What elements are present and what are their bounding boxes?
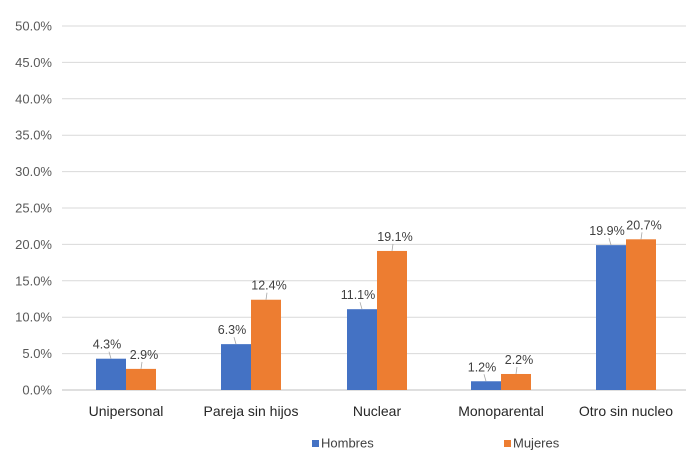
y-tick-label: 50.0%	[15, 19, 52, 34]
bar-hombres-3	[471, 381, 501, 390]
bar-hombres-2	[347, 309, 377, 390]
y-tick-label: 15.0%	[15, 273, 52, 288]
y-tick-label: 0.0%	[22, 383, 52, 398]
legend-label-hombres: Hombres	[321, 436, 374, 451]
bars	[96, 239, 656, 390]
y-axis-tick-labels: 0.0% 5.0% 10.0% 15.0% 20.0% 25.0% 30.0% 35.0% 40…	[15, 19, 52, 398]
bar-mujeres-3	[501, 373, 531, 390]
label-leader-line	[515, 366, 518, 375]
data-label-hombres-0: 4.3%	[93, 338, 122, 352]
y-tick-label: 5.0%	[22, 346, 52, 361]
label-leader-line	[359, 302, 363, 310]
data-label-mujeres-0: 2.9%	[130, 348, 159, 362]
legend: Hombres Mujeres	[312, 436, 560, 451]
bar-mujeres-2	[377, 250, 407, 390]
y-tick-label: 45.0%	[15, 55, 52, 70]
label-leader-line	[483, 374, 487, 382]
bar-mujeres-1	[251, 299, 281, 390]
legend-swatch-hombres	[312, 440, 319, 447]
bar-mujeres-0	[126, 368, 156, 390]
y-tick-label: 20.0%	[15, 237, 52, 252]
category-label-0: Unipersonal	[89, 403, 164, 419]
category-label-2: Nuclear	[353, 403, 402, 419]
data-label-hombres-4: 19.9%	[589, 224, 624, 238]
bar-hombres-0	[96, 358, 126, 390]
bar-hombres-1	[221, 344, 251, 390]
data-label-hombres-3: 1.2%	[468, 360, 497, 374]
data-label-mujeres-2: 19.1%	[377, 230, 412, 244]
label-leader-line	[140, 361, 143, 369]
gridlines	[62, 25, 686, 355]
label-leader-line	[608, 238, 612, 246]
category-label-1: Pareja sin hijos	[204, 403, 299, 419]
x-axis-category-labels: Unipersonal Pareja sin hijos Nuclear Monopa…	[89, 403, 674, 419]
bar-mujeres-4	[626, 239, 656, 390]
y-tick-label: 25.0%	[15, 201, 52, 216]
data-label-mujeres-4: 20.7%	[626, 218, 661, 232]
label-leader-line	[265, 292, 268, 300]
category-label-3: Monoparental	[458, 403, 544, 419]
legend-label-mujeres: Mujeres	[513, 436, 560, 451]
data-label-hombres-1: 6.3%	[218, 323, 247, 337]
label-leader-line	[391, 243, 394, 252]
data-label-mujeres-1: 12.4%	[251, 279, 286, 293]
label-leader-line	[640, 232, 643, 240]
data-label-mujeres-3: 2.2%	[505, 353, 534, 367]
y-tick-label: 35.0%	[15, 128, 52, 143]
label-leader-line	[108, 351, 112, 359]
data-label-hombres-2: 11.1%	[341, 288, 376, 302]
y-tick-label: 30.0%	[15, 164, 52, 179]
y-tick-label: 40.0%	[15, 91, 52, 106]
bar-hombres-4	[596, 245, 626, 390]
y-tick-label: 10.0%	[15, 310, 52, 325]
data-labels: 4.3% 2.9% 6.3% 12.4% 11.1% 19.1% 1.2% 2.2% 19.9%…	[93, 218, 662, 382]
label-leader-line	[233, 337, 237, 345]
category-label-4: Otro sin nucleo	[579, 403, 673, 419]
legend-swatch-mujeres	[504, 440, 511, 447]
